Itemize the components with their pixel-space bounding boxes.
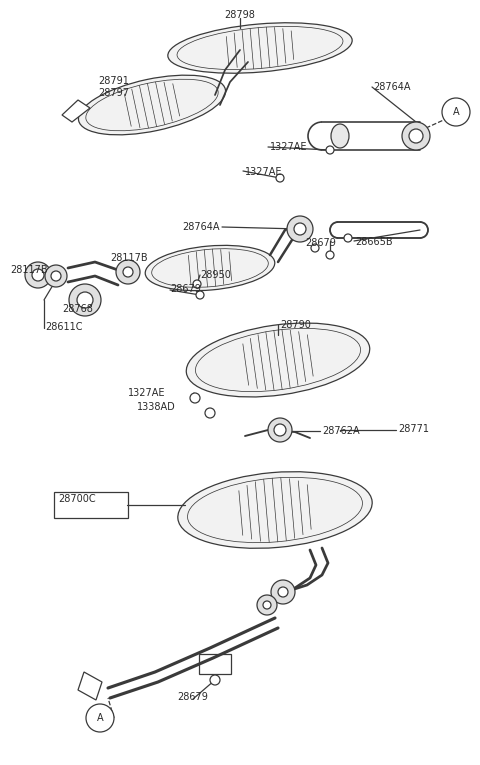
Circle shape <box>263 601 271 609</box>
Circle shape <box>77 292 93 308</box>
Circle shape <box>294 223 306 235</box>
FancyBboxPatch shape <box>199 654 231 674</box>
Circle shape <box>257 595 277 615</box>
Ellipse shape <box>195 328 360 392</box>
Text: 28797: 28797 <box>98 88 129 98</box>
Text: 28771: 28771 <box>398 424 429 434</box>
Ellipse shape <box>331 124 349 148</box>
Text: A: A <box>453 107 459 117</box>
Text: 1327AE: 1327AE <box>128 388 166 398</box>
Text: 28768: 28768 <box>62 304 93 314</box>
Polygon shape <box>62 100 90 122</box>
Text: 28679: 28679 <box>178 692 208 702</box>
Circle shape <box>276 174 284 182</box>
Circle shape <box>409 129 423 143</box>
Circle shape <box>25 262 51 288</box>
Circle shape <box>271 580 295 604</box>
Ellipse shape <box>177 27 343 70</box>
Text: A: A <box>96 713 103 723</box>
Circle shape <box>193 280 201 288</box>
Circle shape <box>190 393 200 403</box>
Circle shape <box>45 265 67 287</box>
Circle shape <box>442 98 470 126</box>
Circle shape <box>116 260 140 284</box>
Text: 28764A: 28764A <box>182 222 220 232</box>
Circle shape <box>86 704 114 732</box>
Text: 28679: 28679 <box>170 284 201 294</box>
Circle shape <box>32 269 44 281</box>
Ellipse shape <box>145 246 275 291</box>
Circle shape <box>402 122 430 150</box>
Text: 28790: 28790 <box>280 320 311 330</box>
Polygon shape <box>78 672 102 700</box>
Ellipse shape <box>186 323 370 397</box>
Circle shape <box>196 291 204 299</box>
Text: 28665B: 28665B <box>355 237 393 247</box>
Text: 1327AE: 1327AE <box>270 142 308 152</box>
Ellipse shape <box>78 75 226 135</box>
Text: 28764A: 28764A <box>373 82 410 92</box>
Text: 28117B: 28117B <box>110 253 148 263</box>
Text: 28950: 28950 <box>200 270 231 280</box>
Circle shape <box>268 418 292 442</box>
Circle shape <box>210 675 220 685</box>
Ellipse shape <box>86 80 218 131</box>
Circle shape <box>326 146 334 154</box>
Circle shape <box>274 424 286 436</box>
Text: 28679: 28679 <box>305 238 336 248</box>
Text: 28762A: 28762A <box>322 426 360 436</box>
Circle shape <box>278 587 288 597</box>
Text: 28791: 28791 <box>98 76 129 86</box>
Ellipse shape <box>178 472 372 549</box>
Text: 28611C: 28611C <box>45 322 83 332</box>
FancyBboxPatch shape <box>54 492 128 518</box>
Circle shape <box>311 244 319 252</box>
Circle shape <box>51 271 61 281</box>
Circle shape <box>205 408 215 418</box>
Text: 1327AE: 1327AE <box>245 167 283 177</box>
Circle shape <box>326 251 334 259</box>
Circle shape <box>123 267 133 277</box>
Ellipse shape <box>168 23 352 73</box>
Circle shape <box>287 216 313 242</box>
Text: 28117B: 28117B <box>10 265 48 275</box>
Ellipse shape <box>188 477 362 542</box>
Text: 28700C: 28700C <box>58 494 96 504</box>
Circle shape <box>69 284 101 316</box>
Ellipse shape <box>152 249 268 288</box>
Circle shape <box>344 234 352 242</box>
Text: 1338AD: 1338AD <box>137 402 176 412</box>
Text: 28798: 28798 <box>225 10 255 20</box>
